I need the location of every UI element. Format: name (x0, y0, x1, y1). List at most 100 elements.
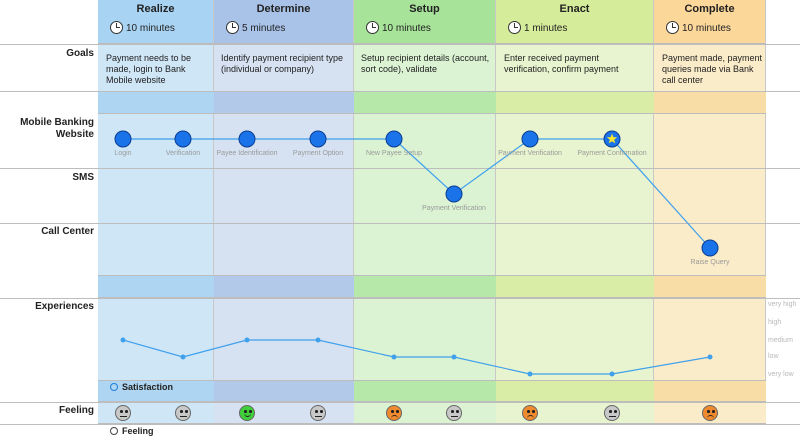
stage-column-complete (654, 0, 766, 402)
goal-complete: Payment made, payment queries made via B… (662, 53, 763, 85)
stage-band (98, 275, 214, 298)
touchpoint-node[interactable] (445, 185, 463, 203)
row-label-experiences: Experiences (35, 301, 94, 312)
sad-face-icon (386, 405, 402, 421)
stage-header-setup: Setup 10 minutes (354, 0, 496, 44)
stage-duration: 10 minutes (682, 23, 731, 34)
stage-column-realize (98, 0, 214, 402)
feeling-legend: Feeling (110, 426, 154, 436)
satisfaction-point (451, 354, 457, 360)
stage-duration: 10 minutes (126, 23, 175, 34)
row-label-website: Mobile Banking Website (20, 117, 94, 140)
stage-band (214, 380, 354, 402)
stage-header-determine: Determine 5 minutes (214, 0, 354, 44)
stage-duration: 5 minutes (242, 23, 286, 34)
touchpoint-node[interactable] (174, 130, 192, 148)
neutral-face-icon (446, 405, 462, 421)
stage-band (354, 380, 496, 402)
stage-band (354, 275, 496, 298)
touchpoint-label: Login (114, 150, 132, 157)
row-divider (0, 223, 800, 224)
touchpoint-node[interactable] (114, 130, 132, 148)
goal-determine: Identify payment recipient type (individ… (221, 53, 344, 74)
touchpoint-label: Payee Identification (216, 150, 278, 157)
goal-realize: Payment needs to be made, login to Bank … (106, 53, 192, 85)
experience-level-high: high (768, 319, 782, 326)
touchpoint-node[interactable] (701, 239, 719, 257)
satisfaction-point (391, 354, 397, 360)
touchpoint-label: Payment Option (292, 150, 344, 157)
clock-icon (110, 21, 123, 34)
star-icon (606, 133, 618, 144)
sad-face-icon (522, 405, 538, 421)
row-label-sms: SMS (72, 172, 94, 183)
touchpoint-label: Payment Verification (422, 205, 486, 212)
row-divider (0, 91, 800, 92)
stage-column-determine (214, 0, 354, 402)
power-icon (110, 383, 118, 391)
clock-icon (366, 21, 379, 34)
row-divider (0, 168, 800, 169)
neutral-face-icon (310, 405, 326, 421)
experience-level-very-low: very low (768, 371, 794, 378)
stage-header-realize: Realize 10 minutes (98, 0, 214, 44)
satisfaction-point (315, 337, 321, 343)
satisfaction-point (244, 337, 250, 343)
stage-name: Complete (684, 3, 735, 15)
clock-icon (666, 21, 679, 34)
row-divider (0, 44, 800, 45)
power-icon (110, 427, 118, 435)
happy-face-icon (239, 405, 255, 421)
stage-band (654, 275, 766, 298)
touchpoint-label: Payment Verification (498, 150, 562, 157)
neutral-face-icon (175, 405, 191, 421)
stage-band (496, 275, 654, 298)
touchpoint-node[interactable] (238, 130, 256, 148)
experience-level-low: low (768, 353, 779, 360)
stage-duration: 10 minutes (382, 23, 431, 34)
stage-name: Setup (409, 3, 440, 15)
experience-level-medium: medium (768, 337, 793, 344)
touchpoint-node[interactable] (521, 130, 539, 148)
touchpoint-label: Raise Query (690, 259, 730, 266)
neutral-face-icon (604, 405, 620, 421)
touchpoint-label: New Payee Setup (365, 150, 423, 157)
experience-level-very-high: very high (768, 301, 797, 308)
stage-column-enact (496, 0, 654, 402)
stage-header-enact: Enact 1 minutes (496, 0, 654, 44)
satisfaction-legend: Satisfaction (110, 382, 173, 392)
row-divider (0, 424, 800, 425)
sad-face-icon (702, 405, 718, 421)
neutral-face-icon (115, 405, 131, 421)
satisfaction-point (120, 337, 126, 343)
row-divider (0, 298, 800, 299)
stage-band (98, 380, 214, 402)
clock-icon (226, 21, 239, 34)
stage-band (654, 380, 766, 402)
satisfaction-point (609, 371, 615, 377)
goal-setup: Setup recipient details (account, sort c… (361, 53, 490, 74)
touchpoint-node[interactable] (309, 130, 327, 148)
stage-band (214, 275, 354, 298)
satisfaction-legend-label: Satisfaction (122, 382, 174, 392)
satisfaction-point (527, 371, 533, 377)
stage-name: Realize (136, 3, 175, 15)
satisfaction-point (707, 354, 713, 360)
row-divider (0, 402, 800, 403)
touchpoint-node[interactable] (385, 130, 403, 148)
stage-band (496, 380, 654, 402)
stage-duration: 1 minutes (524, 23, 568, 34)
stage-name: Determine (256, 3, 311, 15)
touchpoint-label: Verification (165, 150, 201, 157)
stage-column-setup (354, 0, 496, 402)
row-label-goals: Goals (66, 48, 94, 59)
feeling-legend-label: Feeling (122, 426, 154, 436)
clock-icon (508, 21, 521, 34)
row-label-call-center: Call Center (41, 226, 94, 237)
row-label-feeling: Feeling (58, 405, 94, 416)
stage-header-complete: Complete 10 minutes (654, 0, 766, 44)
touchpoint-label: Payment Confirmation (577, 150, 647, 157)
goal-enact: Enter received payment verification, con… (504, 53, 619, 74)
